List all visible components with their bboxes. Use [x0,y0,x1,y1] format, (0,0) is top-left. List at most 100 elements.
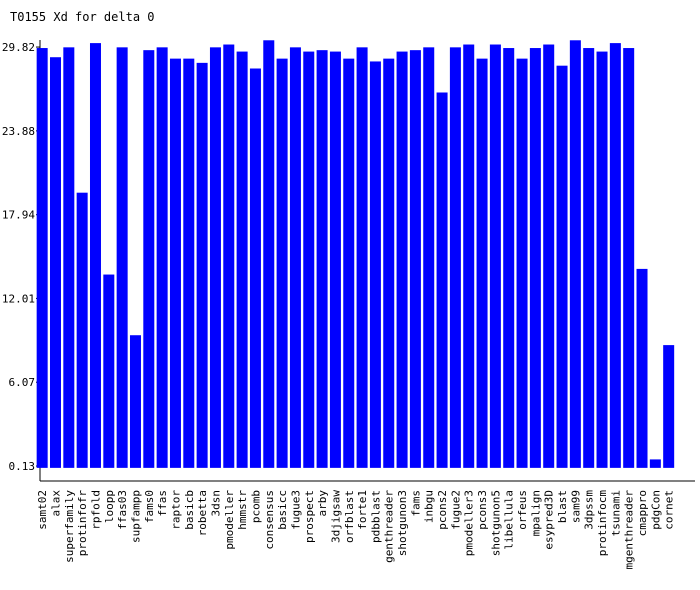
bar [289,47,301,468]
x-tick-label: orfblast [343,490,356,543]
x-tick-label: mgenthreader [623,490,636,570]
bar [369,61,381,468]
x-tick-label: pcons2 [436,490,449,530]
x-tick-label: hmmstr [236,490,249,530]
x-tick-label: forte1 [356,490,369,530]
x-tick-label: ffas03 [116,490,129,530]
bar [489,44,501,468]
bar [129,335,141,468]
y-tick-label: 17.94 [2,209,35,222]
x-tick-label: shotgunon3 [396,490,409,556]
x-tick-label: orfeus [516,490,529,530]
x-tick-label: pmodeller3 [463,490,476,556]
x-tick-label: libellula [503,490,516,550]
x-tick-label: fams0 [143,490,156,523]
x-tick-label: samt02 [36,490,49,530]
x-tick-label: shotgunon5 [489,490,502,556]
x-tick-label: fams [409,490,422,517]
bar [343,58,355,468]
bar [383,58,395,468]
x-tick-label: robetta [196,490,209,536]
bar [329,51,341,468]
y-tick-label: 29.82 [2,41,35,54]
x-tick-label: supfampp [129,490,142,543]
x-tick-label: 3dpssm [583,490,596,530]
x-tick-label: pdgCon [649,490,662,530]
bar [423,47,435,468]
x-tick-label: rpfold [89,490,102,530]
bar [476,58,488,468]
bar [556,65,568,468]
x-tick-label: ffas [156,490,169,517]
bar [529,48,541,468]
bar [63,47,75,468]
bar [236,51,248,468]
bar [116,47,128,468]
bar [103,274,115,468]
bar [76,192,88,468]
bar [516,58,528,468]
x-tick-label: cmappro [636,490,649,536]
x-tick-label: raptor [169,490,182,530]
x-tick-label: pcons3 [476,490,489,530]
x-tick-label: basicc [276,490,289,530]
bar [249,68,261,468]
bar [169,58,181,468]
x-tick-label: 3dsn [209,490,222,517]
x-tick-label: fugue2 [449,490,462,530]
x-tick-label: consensus [263,490,276,550]
y-tick-label: 0.13 [9,460,36,473]
x-tick-label: blast [556,490,569,523]
x-tick-label: arby [316,490,329,517]
x-tick-label: basicb [183,490,196,530]
bar [449,47,461,468]
bar [569,40,581,468]
bar [623,48,635,468]
bar [636,268,648,468]
bar [89,43,101,468]
x-tick-label: pmodeller [223,490,236,550]
x-tick-label: tsunami [609,490,622,536]
x-tick-label: fugue3 [289,490,302,530]
x-tick-label: protinfocm [596,490,609,557]
bar [209,47,221,468]
y-tick-label: 23.88 [2,125,35,138]
bar [36,48,48,468]
x-tick-label: inbgu [423,490,436,523]
bar [543,44,555,468]
bar [596,51,608,468]
bar [49,57,61,468]
bar [436,92,448,468]
bar [463,44,475,468]
bar [263,40,275,468]
chart-title: T0155 Xd for delta 0 [10,10,155,24]
x-tick-label: cornet [663,490,676,530]
bar [316,50,328,468]
bar [143,50,155,468]
bar [196,62,208,468]
bar [409,50,421,468]
bar [223,44,235,468]
bar [663,345,675,468]
x-tick-label: esypred3D [543,490,556,550]
bar [503,48,515,468]
x-tick-label: sam99 [569,490,582,523]
bar [303,51,315,468]
x-tick-label: prospect [303,490,316,543]
bar [183,58,195,468]
bar [396,51,408,468]
y-tick-label: 6.07 [9,376,36,389]
x-tick-label: loopp [103,490,116,523]
x-tick-label: superfamily [63,490,76,563]
bar [649,459,661,468]
bar [609,43,621,468]
x-tick-label: genthreader [383,490,396,563]
bar [276,58,288,468]
y-tick-label: 12.01 [2,292,35,305]
x-tick-label: mpalign [529,490,542,536]
x-tick-label: 3djigsaw [329,490,342,543]
x-tick-label: protinfofr [76,490,89,557]
bar [156,47,168,468]
x-tick-label: pcomb [249,490,262,523]
